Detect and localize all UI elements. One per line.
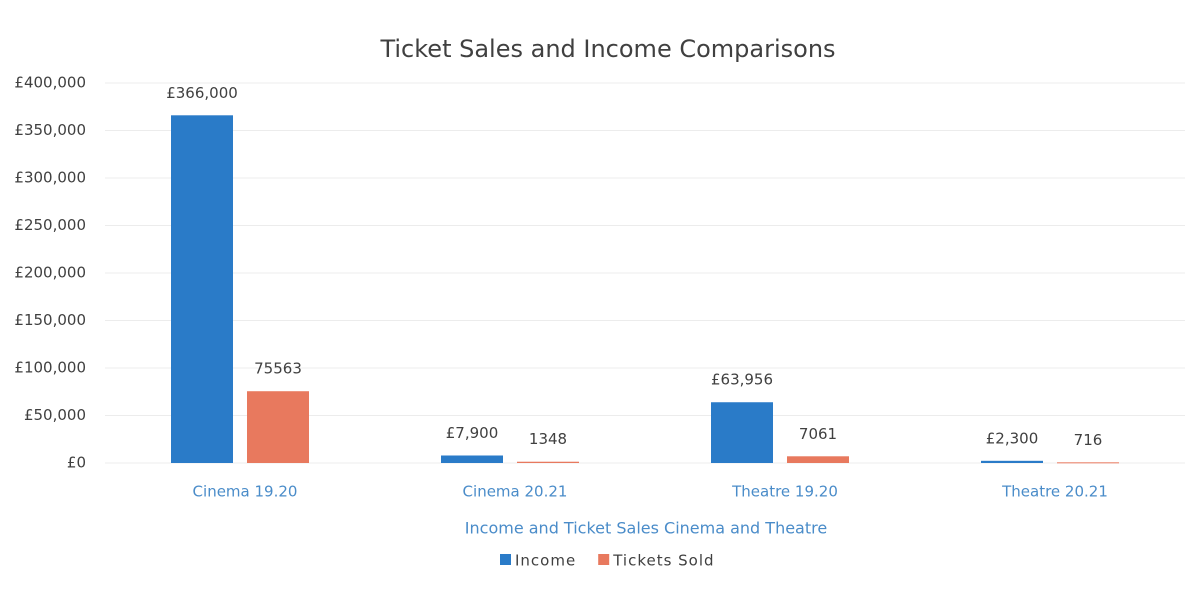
bar — [171, 115, 233, 464]
y-tick-label: £300,000 — [14, 169, 86, 187]
y-tick-label: £200,000 — [14, 264, 86, 282]
x-tick-label: Cinema 20.21 — [463, 483, 568, 501]
legend-swatch — [500, 554, 511, 565]
data-label: £7,900 — [446, 424, 499, 442]
y-tick-label: £0 — [67, 454, 86, 472]
legend-label: Income — [515, 552, 576, 570]
bar — [247, 391, 309, 463]
y-tick-label: £150,000 — [14, 311, 86, 329]
data-label: 716 — [1074, 431, 1103, 449]
data-label: £2,300 — [986, 429, 1039, 447]
y-tick-label: £400,000 — [14, 74, 86, 92]
data-label: £63,956 — [711, 371, 773, 389]
bar — [981, 460, 1043, 463]
bar — [1057, 462, 1119, 464]
bar — [517, 461, 579, 463]
legend-label: Tickets Sold — [612, 552, 714, 570]
bar — [711, 402, 773, 463]
data-label: 7061 — [799, 425, 837, 443]
x-tick-label: Theatre 20.21 — [1001, 483, 1108, 501]
bar — [441, 455, 503, 463]
data-label: £366,000 — [166, 84, 238, 102]
x-tick-label: Theatre 19.20 — [731, 483, 838, 501]
x-axis-title: Income and Ticket Sales Cinema and Theat… — [465, 519, 827, 538]
y-tick-label: £250,000 — [14, 216, 86, 234]
y-tick-label: £350,000 — [14, 121, 86, 139]
legend-swatch — [598, 554, 610, 565]
data-label: 1348 — [529, 430, 567, 448]
bar — [787, 456, 849, 463]
y-tick-label: £50,000 — [24, 406, 86, 424]
y-tick-label: £100,000 — [14, 359, 86, 377]
data-label: 75563 — [254, 360, 302, 378]
x-tick-label: Cinema 19.20 — [193, 483, 298, 501]
chart-title: Ticket Sales and Income Comparisons — [379, 35, 835, 63]
